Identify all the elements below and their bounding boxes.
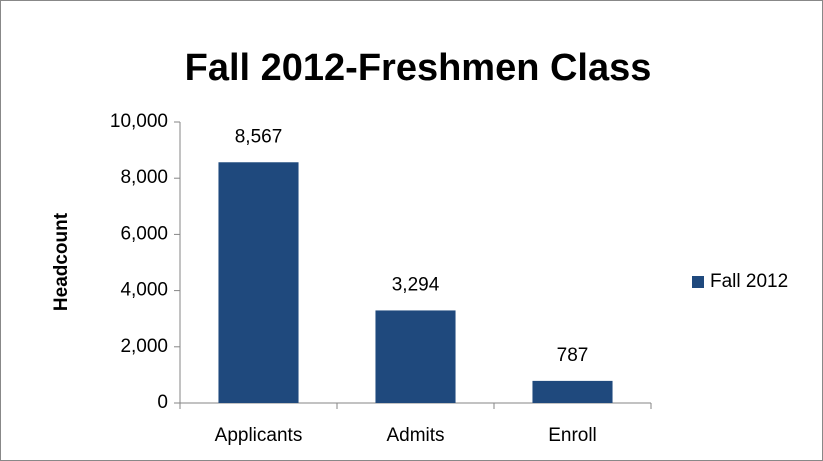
y-tick-label: 10,000 bbox=[110, 111, 168, 132]
y-tick-label: 0 bbox=[157, 392, 168, 413]
y-axis-label: Headcount bbox=[51, 212, 72, 311]
legend-label: Fall 2012 bbox=[710, 271, 788, 292]
bar bbox=[218, 162, 299, 403]
y-tick-label: 2,000 bbox=[120, 336, 168, 357]
legend-swatch bbox=[692, 276, 704, 288]
x-tick-label: Enroll bbox=[548, 425, 597, 446]
data-label: 787 bbox=[557, 345, 589, 366]
x-tick-label: Applicants bbox=[215, 425, 303, 446]
x-tick-label: Admits bbox=[386, 425, 444, 446]
y-tick-label: 6,000 bbox=[120, 223, 168, 244]
data-label: 3,294 bbox=[392, 274, 440, 295]
bar bbox=[375, 310, 456, 403]
bar bbox=[532, 380, 613, 403]
y-tick-label: 4,000 bbox=[120, 280, 168, 301]
data-label: 8,567 bbox=[235, 126, 283, 147]
y-tick-label: 8,000 bbox=[120, 167, 168, 188]
chart-title: Fall 2012-Freshmen Class bbox=[185, 47, 652, 89]
